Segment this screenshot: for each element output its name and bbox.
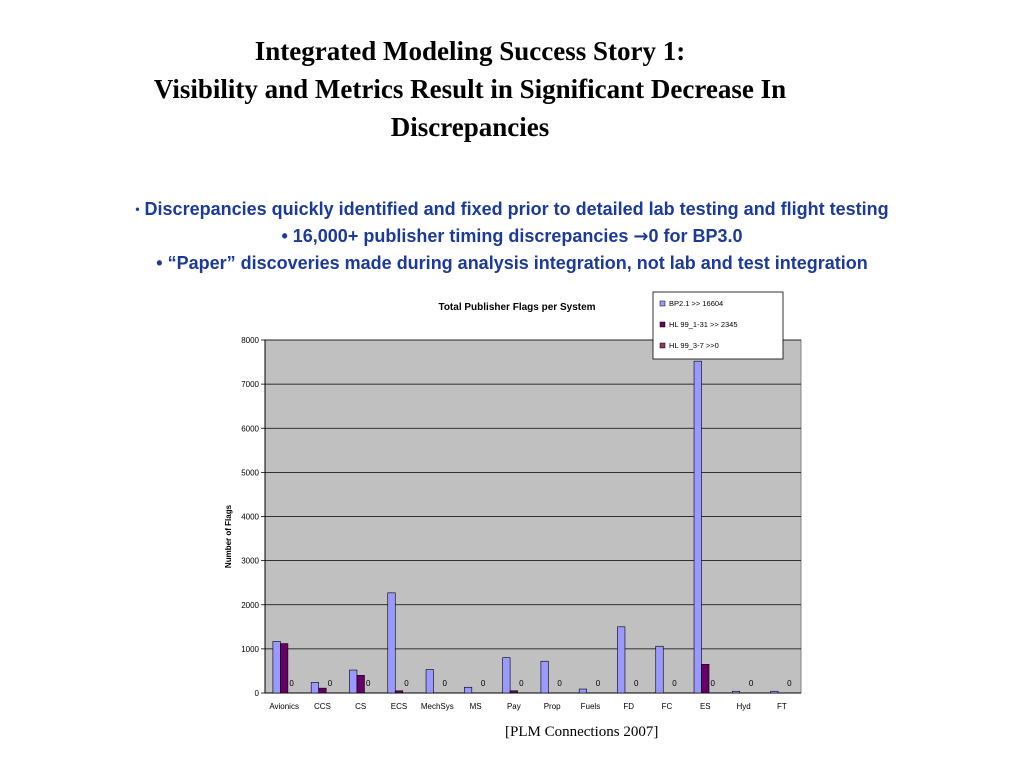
- data-label: 0: [289, 679, 294, 688]
- data-label: 0: [328, 679, 333, 688]
- legend-swatch: [659, 321, 666, 328]
- data-label: 0: [366, 679, 371, 688]
- citation: [PLM Connections 2007]: [505, 724, 659, 740]
- x-tick-label: FD: [623, 702, 634, 711]
- slide-title-line-1: Integrated Modeling Success Story 1:: [254, 36, 686, 66]
- data-label: 0: [749, 679, 754, 688]
- x-tick-label: Avionics: [269, 702, 299, 711]
- arrow-icon: →: [633, 226, 649, 247]
- legend-entry: HL 99_1-31 >> 2345: [669, 320, 738, 329]
- publisher-flags-chart: Total Publisher Flags per System 0 1000 20…: [224, 291, 802, 711]
- y-tick-label: 2000: [241, 601, 259, 610]
- bar: [693, 360, 702, 694]
- bar: [617, 626, 626, 694]
- x-tick-label: Fuels: [581, 702, 601, 711]
- x-tick-label: CS: [355, 702, 366, 711]
- bar: [387, 592, 396, 694]
- bar: [394, 690, 404, 694]
- chart-title: Total Publisher Flags per System: [438, 302, 595, 313]
- bar: [464, 686, 473, 694]
- bullet-marker: •: [281, 226, 288, 246]
- x-tick-label: ECS: [391, 702, 407, 711]
- legend-swatch: [659, 342, 666, 349]
- data-label: 0: [443, 679, 448, 688]
- bar: [770, 690, 779, 694]
- bullet-list: • Discrepancies quickly identified and f…: [0, 196, 1024, 277]
- data-label: 0: [787, 679, 792, 688]
- chart-legend: BP2.1 >> 16604 HL 99_1-31 >> 2345 HL 99_3-…: [652, 291, 784, 360]
- x-tick-label: FC: [662, 702, 673, 711]
- bar: [349, 669, 358, 694]
- y-tick-label: 3000: [241, 557, 259, 566]
- bullet-text: Discrepancies quickly identified and fix…: [144, 199, 889, 219]
- bar: [425, 669, 434, 694]
- data-label: 0: [634, 679, 639, 688]
- bar: [280, 643, 289, 694]
- bullet-text: 16,000+ publisher timing discrepancies: [292, 226, 634, 246]
- bar: [272, 641, 281, 694]
- bar: [655, 645, 664, 694]
- bar: [578, 688, 587, 694]
- data-label: 0: [596, 679, 601, 688]
- y-tick-label: 7000: [241, 380, 259, 389]
- slide-title-line-2: Visibility and Metrics Result in Signifi…: [153, 74, 787, 104]
- bullet-item: • Discrepancies quickly identified and f…: [0, 196, 1024, 223]
- data-label: 0: [519, 679, 524, 688]
- data-label: 0: [672, 679, 677, 688]
- x-tick-label: FT: [777, 702, 787, 711]
- legend-swatch: [659, 300, 666, 307]
- bullet-item: • 16,000+ publisher timing discrepancies…: [0, 223, 1024, 250]
- y-tick-label: 5000: [241, 468, 259, 477]
- data-label: 0: [481, 679, 486, 688]
- y-tick-label: 1000: [241, 645, 259, 654]
- x-tick-label: MechSys: [421, 702, 454, 711]
- bar: [318, 687, 327, 694]
- bar: [356, 675, 365, 694]
- y-tick-label: 4000: [241, 513, 259, 522]
- y-axis-label: Number of Flags: [224, 504, 233, 568]
- x-tick-label: Hyd: [736, 702, 750, 711]
- y-tick-label: 6000: [241, 424, 259, 433]
- data-label: 0: [711, 679, 716, 688]
- x-tick-label: CCS: [314, 702, 331, 711]
- bullet-marker: •: [156, 253, 163, 273]
- legend-entry: HL 99_3-7 >>0: [669, 341, 719, 350]
- legend-entry: BP2.1 >> 16604: [669, 299, 723, 308]
- x-tick-label: ES: [700, 702, 711, 711]
- bar: [310, 682, 319, 694]
- data-label: 0: [557, 679, 562, 688]
- bar: [540, 660, 549, 694]
- bullet-text: “Paper” discoveries made during analysis…: [167, 253, 868, 273]
- bar: [701, 664, 710, 694]
- bullet-item: • “Paper” discoveries made during analys…: [0, 250, 1024, 277]
- y-tick-label: 0: [255, 689, 260, 698]
- bar: [732, 690, 741, 694]
- slide-title-line-3: Discrepancies: [390, 112, 550, 142]
- data-label: 0: [404, 679, 409, 688]
- y-tick-label: 8000: [241, 336, 259, 345]
- bar: [509, 690, 518, 694]
- x-tick-label: Prop: [544, 702, 561, 711]
- x-tick-label: MS: [470, 702, 482, 711]
- bar: [502, 657, 511, 694]
- x-tick-label: Pay: [507, 702, 521, 711]
- bullet-text-after-arrow: 0 for BP3.0: [648, 226, 743, 246]
- bullet-marker: •: [135, 202, 140, 216]
